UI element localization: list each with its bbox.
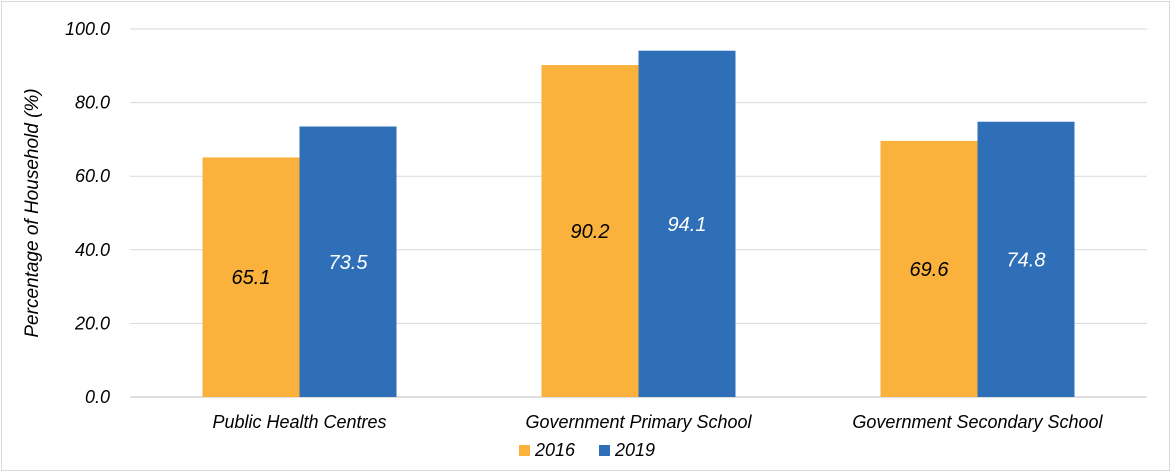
legend-label: 2019 <box>614 440 655 460</box>
data-label: 94.1 <box>668 214 707 236</box>
bar-2016 <box>541 65 639 397</box>
x-category-label: Government Secondary School <box>852 412 1103 432</box>
bar-2019 <box>299 126 397 398</box>
x-category-label: Government Primary School <box>525 412 752 432</box>
data-label: 73.5 <box>329 252 369 274</box>
y-axis-label: Percentage of Household (%) <box>22 88 43 337</box>
data-label: 65.1 <box>232 267 271 289</box>
data-labels: 65.1 73.5 90.2 94.1 69.6 74.8 <box>232 214 1046 289</box>
y-tick-label: 0.0 <box>85 387 110 407</box>
y-axis-ticks: 0.0 20.0 40.0 60.0 80.0 100.0 <box>65 19 110 407</box>
data-label: 69.6 <box>910 259 950 281</box>
y-tick-label: 20.0 <box>74 313 110 333</box>
bar-2019 <box>638 50 736 397</box>
y-tick-label: 100.0 <box>65 19 110 39</box>
y-tick-label: 80.0 <box>75 93 110 113</box>
legend: 2016 2019 <box>519 440 655 460</box>
bars <box>202 50 1075 398</box>
bar-2019 <box>977 121 1075 398</box>
data-label: 90.2 <box>571 221 610 243</box>
legend-swatch-2019 <box>599 445 610 456</box>
bar-2016 <box>202 157 300 397</box>
bar-2016 <box>880 140 978 397</box>
legend-swatch-2016 <box>519 445 530 456</box>
x-category-label: Public Health Centres <box>212 412 386 432</box>
data-label: 74.8 <box>1007 249 1046 271</box>
y-tick-label: 40.0 <box>75 240 110 260</box>
y-tick-label: 60.0 <box>75 166 110 186</box>
x-axis-categories: Public Health Centres Government Primary … <box>212 412 1103 432</box>
legend-label: 2016 <box>534 440 576 460</box>
